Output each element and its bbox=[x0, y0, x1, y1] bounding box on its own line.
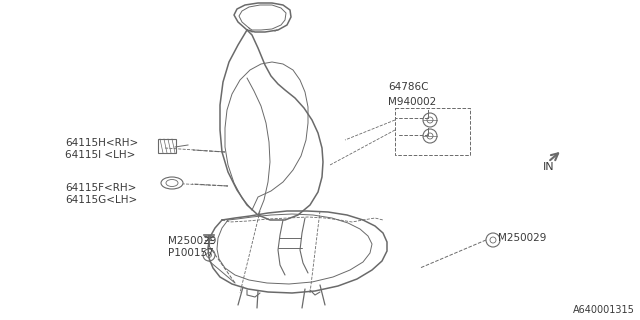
Text: M250029: M250029 bbox=[168, 236, 216, 246]
Text: 64115F<RH>: 64115F<RH> bbox=[65, 183, 136, 193]
Text: 64115I <LH>: 64115I <LH> bbox=[65, 150, 136, 160]
Text: P100157: P100157 bbox=[168, 248, 214, 258]
Text: A640001315: A640001315 bbox=[573, 305, 635, 315]
Text: 64115H<RH>: 64115H<RH> bbox=[65, 138, 138, 148]
FancyBboxPatch shape bbox=[158, 139, 176, 153]
Text: M940002: M940002 bbox=[388, 97, 436, 107]
Text: IN: IN bbox=[543, 162, 555, 172]
Text: 64115G<LH>: 64115G<LH> bbox=[65, 195, 137, 205]
Text: M250029: M250029 bbox=[498, 233, 547, 243]
Text: 64786C: 64786C bbox=[388, 82, 429, 92]
Ellipse shape bbox=[166, 180, 178, 187]
Ellipse shape bbox=[161, 177, 183, 189]
